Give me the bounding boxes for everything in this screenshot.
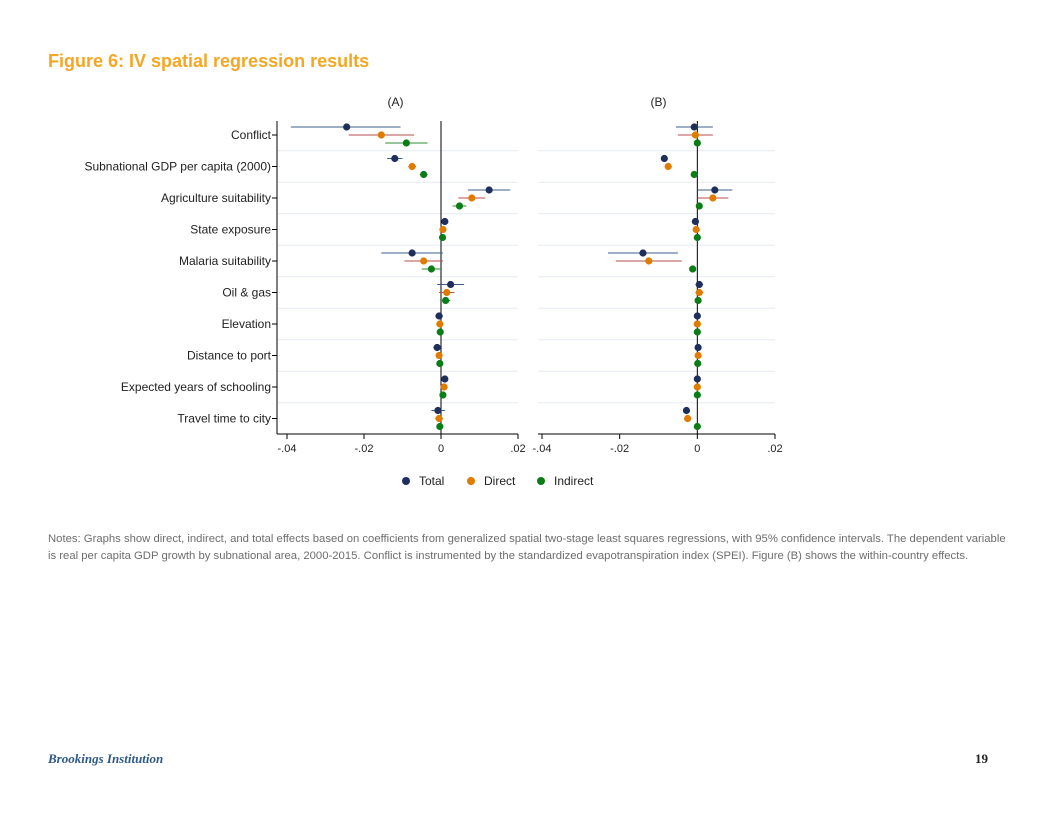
legend-marker-total [402, 477, 410, 485]
x-tick-label: -.02 [610, 443, 629, 455]
figure-title: Figure 6: IV spatial regression results [48, 51, 370, 71]
x-tick-label: -.04 [533, 443, 552, 455]
footer-institution: Brookings Institution [48, 751, 164, 766]
point-direct [468, 194, 476, 202]
legend-marker-direct [467, 477, 475, 485]
x-tick-label: 0 [438, 443, 444, 455]
point-indirect [693, 233, 701, 242]
point-direct [695, 288, 703, 297]
point-total [711, 186, 719, 194]
x-tick-label: .02 [767, 443, 782, 455]
point-direct [692, 225, 700, 234]
point-direct [693, 383, 701, 391]
x-tick-label: .02 [510, 443, 525, 455]
point-indirect [689, 265, 697, 273]
point-total [441, 217, 449, 226]
point-total [690, 123, 698, 131]
point-direct [420, 257, 428, 265]
point-total [691, 217, 699, 226]
point-indirect [693, 139, 701, 147]
legend-label-total: Total [419, 474, 444, 488]
point-indirect [694, 296, 702, 305]
legend-marker-indirect [537, 477, 545, 485]
point-direct [684, 414, 692, 423]
point-total [408, 249, 416, 257]
point-direct [408, 162, 416, 171]
point-indirect [694, 359, 702, 368]
point-total [441, 375, 449, 383]
point-direct [435, 351, 443, 360]
point-indirect [436, 328, 444, 336]
point-direct [645, 257, 653, 265]
y-tick-label: Elevation [222, 317, 271, 331]
point-indirect [436, 359, 444, 368]
y-tick-label: Travel time to city [177, 412, 271, 426]
y-tick-label: Subnational GDP per capita (2000) [84, 160, 271, 174]
point-indirect [693, 328, 701, 336]
point-total [485, 186, 493, 194]
page-number: 19 [975, 751, 988, 766]
point-direct [691, 131, 699, 139]
point-indirect [693, 391, 701, 399]
x-tick-label: -.04 [278, 443, 297, 455]
y-tick-label: Expected years of schooling [121, 380, 271, 394]
point-direct [435, 414, 443, 423]
point-total [693, 375, 701, 383]
point-direct [709, 194, 717, 202]
point-total [682, 406, 691, 415]
point-indirect [439, 391, 447, 399]
point-direct [439, 225, 447, 234]
point-direct [693, 320, 701, 328]
point-total [695, 280, 703, 289]
point-indirect [690, 170, 698, 179]
legend-label-indirect: Indirect [554, 474, 594, 488]
point-direct [694, 351, 702, 360]
x-tick-label: -.02 [355, 443, 374, 455]
point-indirect [420, 170, 428, 179]
point-total [639, 249, 647, 257]
point-total [694, 343, 702, 352]
x-tick-label: 0 [694, 443, 700, 455]
point-indirect [693, 422, 701, 431]
point-indirect [695, 202, 703, 210]
y-tick-label: Distance to port [187, 349, 272, 363]
point-total [447, 280, 455, 289]
point-total [693, 312, 701, 320]
point-total [435, 312, 443, 320]
y-tick-label: Conflict [231, 128, 272, 142]
y-tick-label: Agriculture suitability [161, 191, 271, 205]
legend-label-direct: Direct [484, 474, 516, 488]
point-direct [664, 162, 672, 171]
point-direct [377, 131, 385, 139]
panel-label: (A) [388, 95, 404, 109]
point-indirect [438, 233, 447, 242]
point-indirect [436, 422, 444, 431]
point-total [434, 406, 442, 415]
figure-notes: Notes: Graphs show direct, indirect, and… [48, 533, 1006, 562]
point-total [433, 343, 441, 352]
point-indirect [402, 139, 410, 147]
point-total [660, 154, 668, 163]
point-total [343, 123, 351, 131]
point-direct [443, 288, 451, 297]
y-tick-label: Malaria suitability [179, 254, 271, 268]
coefficient-chart: (A) -.04 -.02 0 .02 (B) -.04 -.02 0 .02 Conflict Su… [84, 95, 782, 488]
point-indirect [427, 265, 435, 273]
y-tick-label: State exposure [190, 223, 271, 237]
point-direct [436, 320, 444, 328]
point-indirect [442, 296, 450, 305]
y-tick-label: Oil & gas [222, 286, 271, 300]
point-direct [440, 383, 448, 391]
point-indirect [455, 202, 464, 210]
point-total [391, 154, 399, 163]
panel-label: (B) [651, 95, 667, 109]
